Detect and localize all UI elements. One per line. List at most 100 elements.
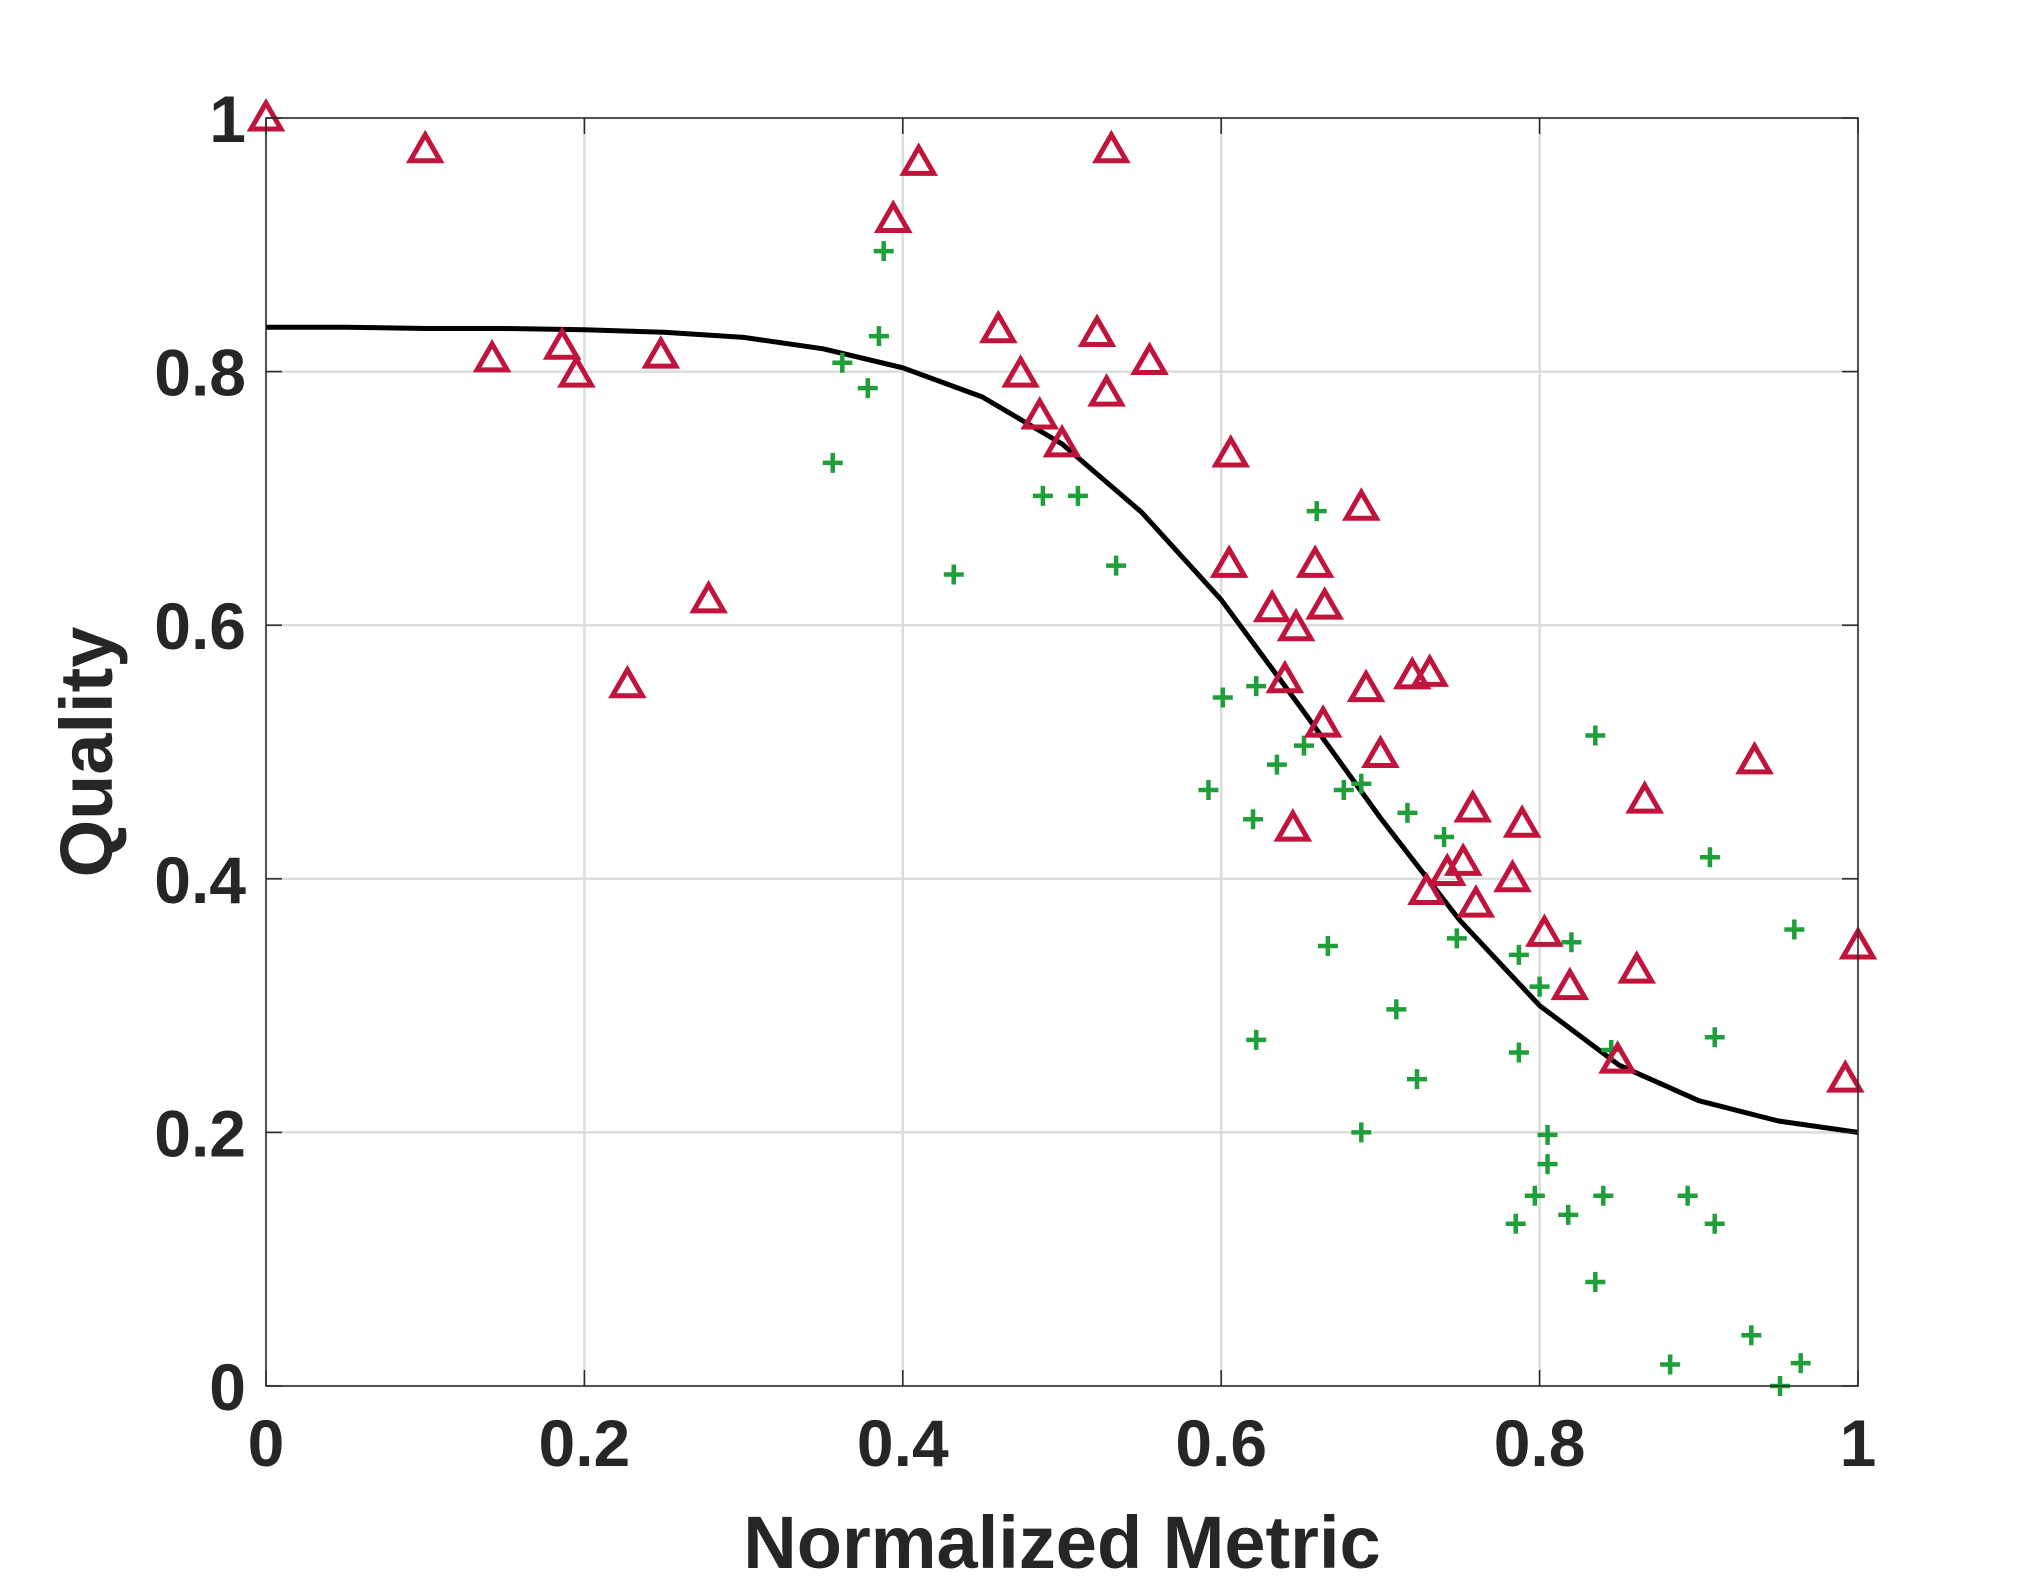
plus-point — [1508, 1042, 1529, 1063]
triangle-point — [1042, 423, 1082, 458]
triangle-point — [1276, 607, 1316, 642]
triangle-point — [1735, 740, 1774, 775]
plus-point — [1704, 1027, 1725, 1048]
x-tick-label: 1 — [1840, 1406, 1877, 1480]
x-tick-label: 0.8 — [1494, 1406, 1586, 1480]
plus-point — [1529, 976, 1550, 997]
triangle-point — [1456, 884, 1496, 918]
triangle-point — [1295, 544, 1335, 578]
triangle-point — [1209, 544, 1249, 578]
plus-point — [822, 452, 843, 473]
plus-point — [1585, 725, 1606, 746]
plus-point — [1032, 485, 1053, 506]
plus-point — [1293, 735, 1314, 756]
axis-ticks — [265, 117, 1859, 1387]
triangle-point — [873, 199, 913, 233]
plus-point — [1784, 919, 1805, 940]
plus-point — [1537, 1124, 1558, 1145]
plus-point — [1660, 1354, 1681, 1375]
triangle-point — [1346, 668, 1386, 703]
plus-point — [1558, 1204, 1579, 1225]
plus-point — [1524, 1185, 1545, 1206]
y-tick-label: 0 — [209, 1350, 246, 1424]
plus-point — [1741, 1325, 1762, 1346]
y-tick-labels: 0 0.2 0.4 0.6 0.8 1 — [154, 82, 246, 1424]
plus-point — [1585, 1272, 1606, 1293]
plus-point — [1699, 847, 1720, 868]
plus-point — [1593, 1185, 1614, 1206]
triangle-point — [1453, 789, 1493, 823]
plus-point — [1106, 555, 1127, 576]
x-tick-labels: 0 0.2 0.4 0.6 0.8 1 — [248, 1406, 1877, 1480]
y-tick-label: 0.2 — [154, 1096, 246, 1170]
x-axis-label: Normalized Metric — [743, 1501, 1380, 1583]
plus-point — [1246, 1029, 1267, 1050]
plus-point — [1243, 809, 1264, 830]
plus-point — [1704, 1213, 1725, 1234]
y-axis-label: Quality — [45, 627, 128, 878]
triangle-point — [542, 326, 582, 360]
triangle-point — [641, 335, 681, 369]
plus-point — [857, 378, 878, 399]
triangle-point — [899, 142, 939, 176]
y-tick-label: 0.6 — [154, 589, 246, 663]
triangle-point — [1525, 913, 1564, 947]
triangle-point — [1087, 373, 1126, 407]
plus-point — [1333, 780, 1354, 801]
triangle-point — [1020, 395, 1060, 430]
triangle-point — [608, 664, 647, 699]
triangle-point — [1407, 871, 1446, 905]
triangle-point — [1598, 1040, 1637, 1074]
fit-curve-group — [266, 324, 1859, 1135]
triangle-point — [1493, 858, 1532, 893]
plus-point — [832, 352, 853, 373]
triangle-point — [1410, 653, 1450, 687]
triangle-point — [689, 579, 728, 614]
triangle-point — [1001, 354, 1040, 388]
plus-point — [1790, 1353, 1811, 1374]
triangle-point — [1341, 487, 1381, 521]
triangle-point — [1625, 780, 1665, 814]
plus-point — [1212, 687, 1233, 708]
plus-point — [1351, 773, 1372, 794]
plus-point — [873, 241, 894, 262]
triangle-point — [1092, 129, 1131, 164]
triangle-point — [1252, 588, 1292, 623]
triangle-point — [1305, 586, 1345, 620]
triangle-point — [1825, 1059, 1865, 1093]
plus-point — [1198, 780, 1219, 801]
triangle-point — [1265, 659, 1305, 694]
x-tick-label: 0.4 — [857, 1406, 949, 1480]
triangle-point — [1361, 734, 1400, 769]
plus-point — [1306, 501, 1327, 522]
triangle-point — [1550, 966, 1590, 1001]
triangle-point — [1617, 950, 1657, 984]
plus-point — [1246, 676, 1267, 697]
plus-point — [943, 564, 964, 585]
y-tick-label: 0.4 — [154, 843, 246, 917]
triangle-point — [1211, 434, 1251, 468]
triangle-point — [1303, 704, 1343, 738]
plus-point — [1386, 999, 1407, 1020]
triangle-point — [472, 338, 512, 373]
plus-point — [1505, 1213, 1526, 1234]
plus-point — [1561, 932, 1582, 953]
fit-curve — [266, 324, 1859, 1135]
plot-frame — [265, 117, 1859, 1387]
plus-point — [1351, 1122, 1372, 1143]
triangle-point — [1443, 842, 1483, 876]
plus-point — [1537, 1154, 1558, 1175]
plus-point — [1266, 754, 1287, 775]
triangle-series — [246, 97, 1878, 1093]
plus-point — [1434, 826, 1455, 847]
triangle-point — [405, 129, 445, 164]
plus-point — [1508, 944, 1529, 965]
x-tick-label: 0 — [248, 1406, 285, 1480]
triangle-point — [1502, 804, 1542, 838]
plot-background — [266, 118, 1858, 1386]
x-tick-label: 0.2 — [539, 1406, 631, 1480]
triangle-point — [557, 354, 596, 388]
plus-point — [1407, 1069, 1428, 1090]
y-tick-label: 0.8 — [154, 336, 246, 410]
